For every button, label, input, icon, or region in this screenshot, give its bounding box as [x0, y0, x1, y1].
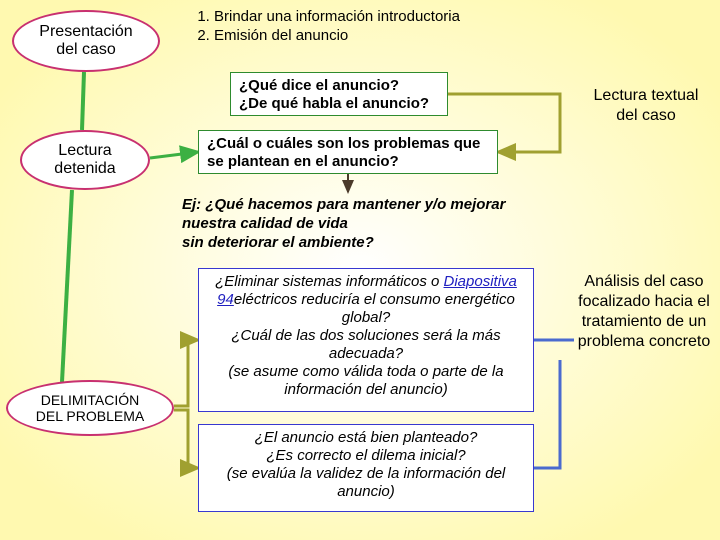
oval-presentacion-del-caso: Presentacióndel caso — [12, 10, 160, 72]
plain-text: Análisis del caso focalizado hacia el tr… — [578, 273, 711, 350]
oval-label: Lecturadetenida — [54, 142, 115, 179]
box-text: ¿Qué dice el anuncio?¿De qué habla el an… — [239, 77, 429, 112]
box-text: ¿Cuál o cuáles son los problemas que se … — [207, 135, 480, 170]
text-analisis-caso: Análisis del caso focalizado hacia el tr… — [576, 272, 712, 352]
oval-label: Presentacióndel caso — [39, 23, 132, 60]
box-text: ¿El anuncio está bien planteado?¿Es corr… — [227, 429, 506, 500]
slide-link[interactable]: Diapositiva 94 — [217, 273, 517, 308]
intro-list: Brindar una información introductoriaEmi… — [192, 8, 460, 46]
intro-list-item: Brindar una información introductoria — [214, 8, 460, 27]
oval-delimitacion-problema: DELIMITACIÓNDEL PROBLEMA — [6, 380, 174, 436]
box-que-dice-anuncio: ¿Qué dice el anuncio?¿De qué habla el an… — [230, 72, 448, 116]
plain-text: Lectura textualdel caso — [594, 87, 699, 124]
box-bien-planteado: ¿El anuncio está bien planteado?¿Es corr… — [198, 424, 534, 512]
box-eliminar-sistemas: ¿Eliminar sistemas informáticos o Diapos… — [198, 268, 534, 412]
oval-label: DELIMITACIÓNDEL PROBLEMA — [36, 392, 144, 424]
text-lectura-textual: Lectura textualdel caso — [576, 86, 716, 126]
intro-list-item: Emisión del anuncio — [214, 27, 460, 46]
oval-lectura-detenida: Lecturadetenida — [20, 130, 150, 190]
plain-text: Ej: ¿Qué hacemos para mantener y/o mejor… — [182, 196, 505, 251]
box-cuales-problemas: ¿Cuál o cuáles son los problemas que se … — [198, 130, 498, 174]
text-ejemplo: Ej: ¿Qué hacemos para mantener y/o mejor… — [182, 196, 542, 252]
